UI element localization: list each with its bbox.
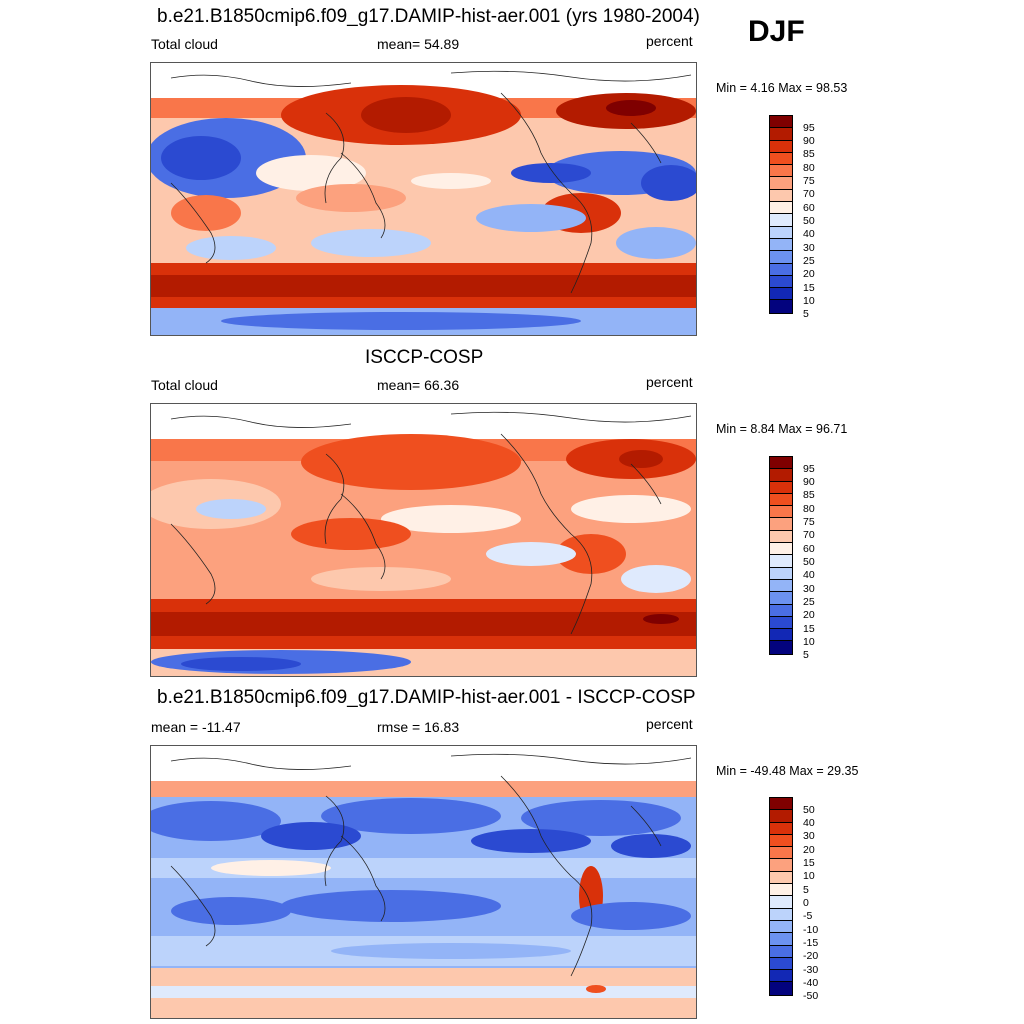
- panel2-units: percent: [646, 374, 693, 390]
- colorbar-tick-label: 95: [803, 463, 815, 475]
- panel3-rmse: rmse = 16.83: [377, 719, 460, 735]
- colorbar-tick-label: 5: [803, 308, 809, 320]
- panel1-variable: Total cloud: [151, 36, 218, 52]
- colorbar-tick-label: 5: [803, 649, 809, 661]
- panel2-minmax: Min = 8.84 Max = 96.71: [716, 422, 848, 436]
- colorbar-tick-label: 50: [803, 804, 815, 816]
- colorbar-tick-label: 85: [803, 489, 815, 501]
- panel1-map-svg: [151, 63, 696, 335]
- colorbar-tick-label: 5: [803, 884, 809, 896]
- colorbar-tick-label: 85: [803, 148, 815, 160]
- panel3-units: percent: [646, 716, 693, 732]
- panel2-colorbar: [769, 456, 793, 655]
- colorbar-tick-label: 30: [803, 830, 815, 842]
- colorbar-tick-label: -15: [803, 937, 819, 949]
- panel3-minmax: Min = -49.48 Max = 29.35: [716, 764, 859, 778]
- panel1-colorbar: [769, 115, 793, 314]
- colorbar-tick-label: 15: [803, 282, 815, 294]
- colorbar-tick-label: 20: [803, 844, 815, 856]
- colorbar-tick-label: 10: [803, 295, 815, 307]
- colorbar-tick-label: -40: [803, 977, 819, 989]
- colorbar-tick-label: 25: [803, 255, 815, 267]
- season-label: DJF: [748, 15, 805, 48]
- colorbar-tick-label: 90: [803, 135, 815, 147]
- colorbar-tick-label: 15: [803, 857, 815, 869]
- colorbar-tick-label: 80: [803, 162, 815, 174]
- colorbar-tick-label: 10: [803, 870, 815, 882]
- colorbar-tick-label: -20: [803, 950, 819, 962]
- colorbar-tick-label: 70: [803, 529, 815, 541]
- colorbar-tick-label: -50: [803, 990, 819, 1002]
- colorbar-tick-label: 90: [803, 476, 815, 488]
- colorbar-tick-label: 80: [803, 503, 815, 515]
- colorbar-tick-label: 40: [803, 817, 815, 829]
- colorbar-tick-label: 50: [803, 556, 815, 568]
- panel3-title: b.e21.B1850cmip6.f09_g17.DAMIP-hist-aer.…: [157, 687, 696, 708]
- colorbar-tick-label: 75: [803, 175, 815, 187]
- colorbar-tick-label: 50: [803, 215, 815, 227]
- panel2-map-svg: [151, 404, 696, 676]
- panel1-map: [150, 62, 697, 336]
- panel1-mean: mean= 54.89: [377, 36, 460, 52]
- panel2-title: ISCCP-COSP: [365, 347, 484, 368]
- colorbar-tick-label: 40: [803, 228, 815, 240]
- panel3-map-svg: [151, 746, 696, 1018]
- colorbar-tick-label: 30: [803, 242, 815, 254]
- colorbar-tick-label: 15: [803, 623, 815, 635]
- colorbar-tick-label: 0: [803, 897, 809, 909]
- panel1-title: b.e21.B1850cmip6.f09_g17.DAMIP-hist-aer.…: [157, 6, 700, 27]
- panel2-mean: mean= 66.36: [377, 377, 460, 393]
- panel3-mean: mean = -11.47: [151, 719, 241, 735]
- colorbar-tick-label: -5: [803, 910, 813, 922]
- colorbar-tick-label: 25: [803, 596, 815, 608]
- panel3-colorbar: [769, 797, 793, 996]
- colorbar-tick-label: -10: [803, 924, 819, 936]
- colorbar-tick-label: 20: [803, 609, 815, 621]
- panel1-units: percent: [646, 33, 693, 49]
- panel2-variable: Total cloud: [151, 377, 218, 393]
- colorbar-tick-label: -30: [803, 964, 819, 976]
- colorbar-tick-label: 60: [803, 543, 815, 555]
- colorbar-tick-label: 75: [803, 516, 815, 528]
- colorbar-tick-label: 10: [803, 636, 815, 648]
- panel3-map: [150, 745, 697, 1019]
- panel1-minmax: Min = 4.16 Max = 98.53: [716, 81, 848, 95]
- panel2-map: [150, 403, 697, 677]
- colorbar-tick-label: 40: [803, 569, 815, 581]
- colorbar-tick-label: 95: [803, 122, 815, 134]
- colorbar-tick-label: 70: [803, 188, 815, 200]
- colorbar-tick-label: 30: [803, 583, 815, 595]
- colorbar-tick-label: 20: [803, 268, 815, 280]
- colorbar-tick-label: 60: [803, 202, 815, 214]
